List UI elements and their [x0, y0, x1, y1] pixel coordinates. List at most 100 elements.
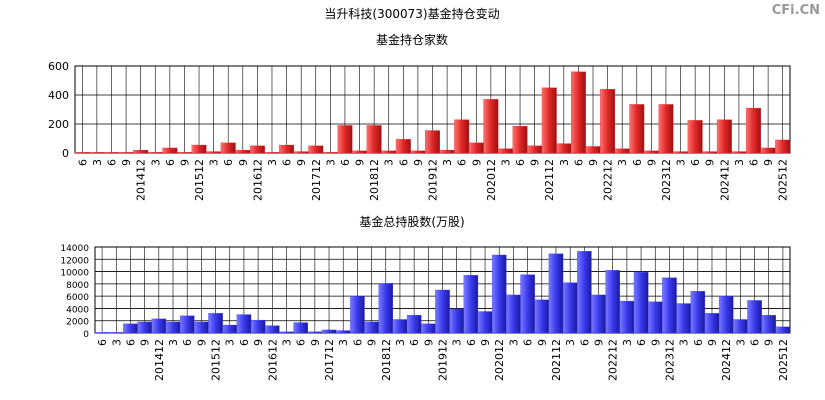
bar — [747, 300, 762, 334]
bar — [591, 294, 606, 334]
page-title: 当升科技(300073)基金持仓变动 — [324, 6, 499, 21]
x-tick-label: 201712 — [323, 339, 336, 381]
bar — [392, 319, 408, 334]
x-tick-label: 3 — [507, 339, 520, 346]
x-tick-label: 3 — [167, 339, 180, 346]
x-tick-label: 3 — [616, 159, 629, 166]
x-tick-label: 202312 — [663, 339, 676, 381]
x-tick-label: 6 — [578, 339, 591, 346]
x-tick-label: 3 — [558, 159, 571, 166]
x-tick-label: 6 — [749, 339, 762, 346]
x-tick-label: 9 — [762, 159, 775, 166]
x-tick-label: 9 — [587, 159, 600, 166]
x-tick-label: 6 — [572, 159, 585, 166]
x-tick-label: 6 — [635, 339, 648, 346]
bar — [176, 152, 192, 154]
x-tick-label: 6 — [397, 159, 410, 166]
bar — [491, 254, 507, 334]
bar — [335, 330, 351, 334]
bar — [94, 332, 110, 334]
x-tick-label: 9 — [295, 159, 308, 166]
x-tick-label: 6 — [456, 159, 469, 166]
bar — [506, 294, 521, 334]
y-tick-label: 4000 — [66, 305, 89, 315]
x-tick-label: 201912 — [437, 339, 450, 381]
bar — [702, 151, 718, 154]
x-tick-label: 6 — [748, 159, 761, 166]
bar — [118, 152, 134, 154]
x-tick-label: 9 — [237, 159, 250, 166]
bar — [643, 150, 659, 154]
bar — [279, 331, 294, 334]
bar — [137, 321, 152, 334]
x-tick-label: 9 — [529, 159, 542, 166]
x-tick-label: 6 — [408, 339, 421, 346]
bar — [410, 150, 426, 154]
bar — [556, 143, 572, 154]
x-tick-label: 9 — [354, 159, 367, 166]
bar — [633, 272, 649, 334]
bar — [293, 322, 308, 334]
x-tick-label: 3 — [224, 339, 237, 346]
x-tick-label: 6 — [689, 159, 702, 166]
bar — [123, 323, 138, 334]
x-tick-label: 3 — [394, 339, 407, 346]
x-tick-label: 201412 — [135, 159, 148, 201]
x-tick-label: 3 — [564, 339, 577, 346]
x-tick-label: 6 — [692, 339, 705, 346]
x-tick-label: 9 — [366, 339, 379, 346]
bar — [673, 151, 689, 154]
bar — [512, 126, 528, 154]
bar — [676, 303, 691, 334]
bar — [463, 275, 479, 334]
bar — [322, 152, 338, 154]
x-tick-label: 6 — [238, 339, 251, 346]
x-tick-label: 6 — [181, 339, 194, 346]
bar — [264, 152, 280, 154]
bar — [548, 253, 564, 334]
x-tick-label: 9 — [536, 339, 549, 346]
bar — [629, 104, 645, 154]
bar — [250, 319, 266, 334]
bar — [648, 301, 663, 334]
x-tick-label: 3 — [734, 339, 747, 346]
bar — [775, 139, 791, 154]
bar — [718, 295, 734, 334]
bar — [454, 119, 470, 154]
x-tick-label: 3 — [383, 159, 396, 166]
x-tick-label: 201812 — [368, 159, 381, 201]
bar — [378, 283, 394, 334]
bar — [761, 315, 776, 334]
x-tick-label: 3 — [733, 159, 746, 166]
bar — [220, 142, 236, 154]
bar — [527, 145, 543, 154]
x-tick-label: 6 — [164, 159, 177, 166]
x-tick-label: 201912 — [427, 159, 440, 201]
bar — [520, 274, 535, 334]
x-tick-label: 201512 — [193, 159, 206, 201]
x-tick-label: 9 — [120, 159, 133, 166]
x-tick-label: 6 — [96, 339, 109, 346]
bar — [191, 144, 207, 154]
x-tick-label: 3 — [451, 339, 464, 346]
bar — [265, 325, 280, 334]
bar — [421, 323, 436, 334]
bar — [147, 152, 163, 154]
x-tick-label: 6 — [631, 159, 644, 166]
x-tick-label: 3 — [208, 159, 221, 166]
bar — [733, 319, 748, 334]
x-tick-label: 9 — [195, 339, 208, 346]
x-tick-label: 3 — [110, 339, 123, 346]
bar — [439, 149, 455, 154]
bar — [614, 148, 630, 154]
x-tick-label: 9 — [422, 339, 435, 346]
bar — [307, 331, 323, 334]
bar — [89, 152, 105, 154]
bar — [165, 321, 181, 334]
bar — [562, 282, 578, 334]
x-tick-label: 202212 — [607, 339, 620, 381]
bar — [449, 308, 464, 334]
bar — [406, 315, 422, 334]
x-tick-label: 6 — [124, 339, 137, 346]
x-tick-label: 201412 — [153, 339, 166, 381]
